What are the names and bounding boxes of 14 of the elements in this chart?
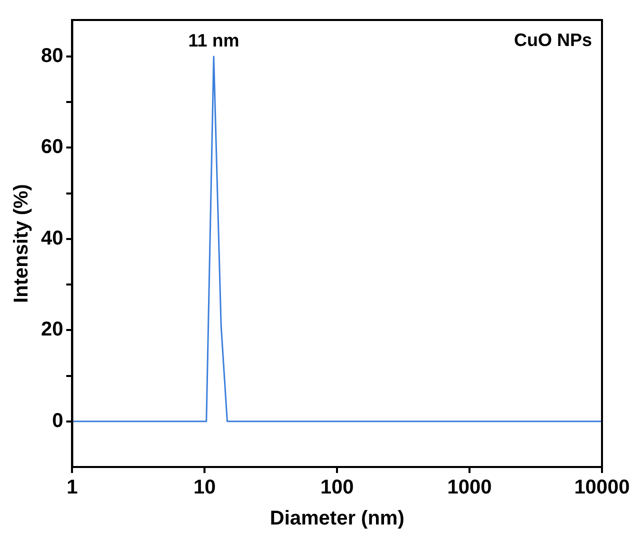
y-tick-label: 60: [40, 136, 64, 158]
annotation: 11 nm: [188, 30, 240, 50]
x-tick-label: 10000: [574, 476, 630, 499]
annotation: CuO NPs: [514, 30, 592, 50]
y-tick-label: 20: [40, 318, 64, 341]
x-axis-title: Diameter (nm): [270, 508, 404, 530]
y-tick-label: 0: [52, 410, 64, 432]
x-tick-label: 1: [66, 476, 78, 499]
x-tick-label: 100: [320, 476, 354, 499]
x-tick-label: 10: [194, 476, 216, 499]
y-tick-label: 80: [40, 45, 64, 68]
x-tick-label: 1000: [447, 476, 492, 499]
y-axis-title: Intensity (%): [10, 184, 33, 303]
y-tick-label: 40: [40, 227, 64, 250]
